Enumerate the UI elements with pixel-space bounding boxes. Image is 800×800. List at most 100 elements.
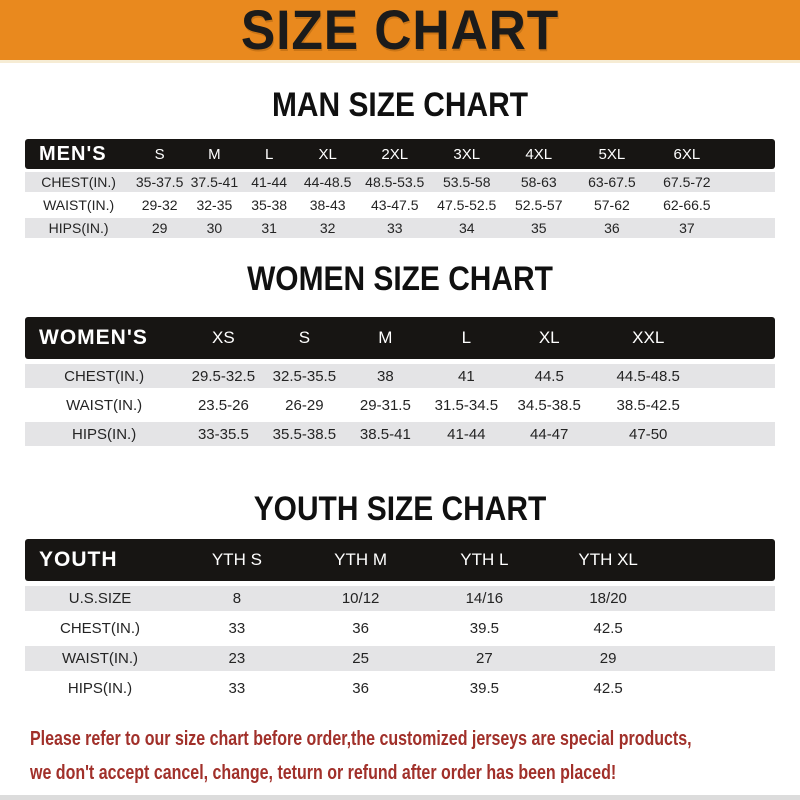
youth-section-heading: YOUTH SIZE CHART [253, 490, 547, 528]
size-value: 36 [298, 676, 423, 701]
column-header: XL [296, 139, 359, 169]
table-row: WAIST(IN.) 29-32 32-35 35-38 38-43 43-47.5 47.… [25, 195, 775, 215]
size-value: 41 [425, 364, 508, 388]
size-value: 32 [296, 218, 359, 238]
size-value: 29-31.5 [345, 393, 426, 417]
size-value: 30 [187, 218, 242, 238]
column-header: 6XL [648, 139, 725, 169]
size-value: 35-38 [241, 195, 297, 215]
row-label: U.S.SIZE [25, 586, 175, 611]
column-header: M [187, 139, 242, 169]
table-row: U.S.SIZE 8 10/12 14/16 18/20 [25, 586, 775, 611]
size-value: 35 [502, 218, 575, 238]
column-header: YTH S [175, 539, 299, 581]
row-spacer-cell [705, 393, 775, 417]
size-value: 39.5 [422, 676, 547, 701]
row-spacer-cell [705, 422, 775, 446]
row-label: HIPS(IN.) [25, 676, 175, 701]
women-section: WOMEN SIZE CHART WOMEN'S XS S M L XL XXL CHEST… [0, 259, 800, 451]
table-row: CHEST(IN.) 35-37.5 37.5-41 41-44 44-48.5 48.5… [25, 172, 775, 192]
size-value: 44.5 [507, 364, 592, 388]
row-spacer-cell [724, 195, 775, 215]
size-value: 29 [132, 218, 187, 238]
size-value: 32-35 [187, 195, 242, 215]
size-value: 26-29 [263, 393, 346, 417]
size-value: 53.5-58 [430, 172, 503, 192]
size-value: 47.5-52.5 [430, 195, 503, 215]
table-row: WAIST(IN.) 23.5-26 26-29 29-31.5 31.5-34.5 34… [25, 393, 775, 417]
row-label: HIPS(IN.) [25, 422, 184, 446]
row-label: CHEST(IN.) [25, 364, 184, 388]
row-label: WAIST(IN.) [25, 646, 175, 671]
table-title-cell: WOMEN'S [25, 317, 184, 359]
size-value: 23 [175, 646, 299, 671]
row-label: CHEST(IN.) [25, 172, 133, 192]
youth-section: YOUTH SIZE CHART YOUTH YTH S YTH M YTH L YTH… [0, 489, 800, 706]
header-spacer-cell [670, 539, 775, 581]
man-size-table: MEN'S S M L XL 2XL 3XL 4XL 5XL 6XL CHEST(IN.) 35-3… [25, 136, 775, 241]
size-value: 38 [345, 364, 426, 388]
size-value: 35-37.5 [132, 172, 187, 192]
column-header: L [425, 317, 508, 359]
size-value: 42.5 [546, 676, 670, 701]
page-title: SIZE CHART [240, 0, 560, 61]
size-value: 33 [175, 616, 299, 641]
size-value: 47-50 [591, 422, 706, 446]
table-title-cell: YOUTH [25, 539, 175, 581]
table-row: WAIST(IN.) 23 25 27 29 [25, 646, 775, 671]
women-table-body: CHEST(IN.) 29.5-32.5 32.5-35.5 38 41 44.5 44.5… [25, 364, 775, 446]
row-spacer-cell [705, 364, 775, 388]
column-header: M [345, 317, 426, 359]
header-spacer-cell [705, 317, 775, 359]
size-value: 44-47 [507, 422, 592, 446]
man-section: MAN SIZE CHART MEN'S S M L XL 2XL 3XL 4XL 5XL 6XL… [0, 85, 800, 241]
size-value: 41-44 [425, 422, 508, 446]
youth-size-table: YOUTH YTH S YTH M YTH L YTH XL U.S.SIZE 8 10/1… [25, 534, 775, 706]
size-value: 36 [574, 218, 649, 238]
table-row: CHEST(IN.) 33 36 39.5 42.5 [25, 616, 775, 641]
size-value: 39.5 [422, 616, 547, 641]
size-value: 29-32 [132, 195, 187, 215]
row-label: WAIST(IN.) [25, 195, 133, 215]
youth-table-body: U.S.SIZE 8 10/12 14/16 18/20 CHEST(IN.) 33 36 39… [25, 586, 775, 701]
youth-table-header: YOUTH YTH S YTH M YTH L YTH XL [25, 539, 775, 581]
table-row: CHEST(IN.) 29.5-32.5 32.5-35.5 38 41 44.5 44.5… [25, 364, 775, 388]
table-row: HIPS(IN.) 33 36 39.5 42.5 [25, 676, 775, 701]
size-value: 63-67.5 [574, 172, 649, 192]
size-value: 31.5-34.5 [425, 393, 508, 417]
size-value: 33 [358, 218, 431, 238]
banner: SIZE CHART [0, 0, 800, 63]
size-value: 34 [430, 218, 503, 238]
women-size-table: WOMEN'S XS S M L XL XXL CHEST(IN.) 29.5-32.5 32.… [25, 312, 775, 451]
column-header: 4XL [502, 139, 575, 169]
size-value: 23.5-26 [183, 393, 264, 417]
size-value: 27 [422, 646, 547, 671]
size-value: 33-35.5 [183, 422, 264, 446]
women-table-header: WOMEN'S XS S M L XL XXL [25, 317, 775, 359]
man-table-header: MEN'S S M L XL 2XL 3XL 4XL 5XL 6XL [25, 139, 775, 169]
size-value: 43-47.5 [358, 195, 431, 215]
row-label: HIPS(IN.) [25, 218, 133, 238]
size-value: 29.5-32.5 [183, 364, 264, 388]
size-value: 10/12 [298, 586, 423, 611]
size-value: 35.5-38.5 [263, 422, 346, 446]
size-value: 31 [241, 218, 297, 238]
man-section-heading: MAN SIZE CHART [272, 86, 528, 124]
size-value: 62-66.5 [648, 195, 725, 215]
row-label: WAIST(IN.) [25, 393, 184, 417]
size-value: 8 [175, 586, 299, 611]
size-value: 14/16 [422, 586, 547, 611]
size-value: 33 [175, 676, 299, 701]
table-header-row: WOMEN'S XS S M L XL XXL [25, 317, 775, 359]
row-spacer-cell [670, 646, 775, 671]
women-section-heading: WOMEN SIZE CHART [247, 260, 553, 298]
size-value: 44-48.5 [296, 172, 359, 192]
size-value: 36 [298, 616, 423, 641]
column-header: YTH M [298, 539, 423, 581]
column-header: XL [507, 317, 592, 359]
row-spacer-cell [724, 218, 775, 238]
size-value: 58-63 [502, 172, 575, 192]
row-spacer-cell [670, 616, 775, 641]
column-header: XS [183, 317, 264, 359]
